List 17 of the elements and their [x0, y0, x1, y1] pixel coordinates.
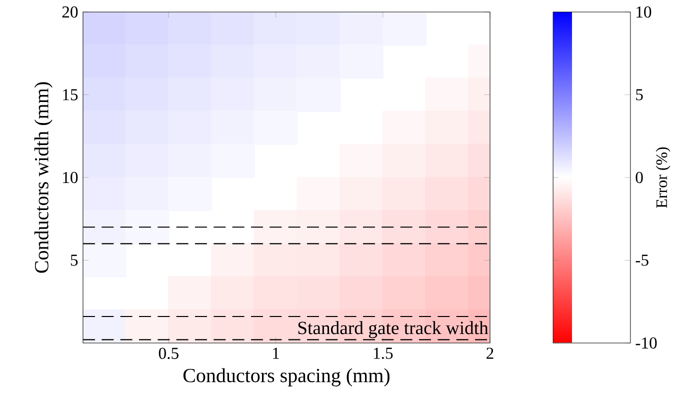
- x-tick-label: 1: [273, 348, 279, 359]
- color-bar-title: Error (%): [656, 147, 670, 208]
- color-bar-label: 0: [636, 172, 643, 184]
- x-tick-label: 0.5: [158, 348, 178, 360]
- color-bar-label: -5: [636, 254, 648, 266]
- color-bar-label: 5: [636, 89, 643, 100]
- x-tick-label: 1.5: [374, 348, 393, 359]
- y-tick-label: 20: [62, 6, 78, 18]
- color-bar-label: -10: [636, 337, 657, 349]
- x-axis-title: Conductors spacing (mm): [183, 368, 390, 386]
- y-tick-label: 10: [63, 172, 78, 184]
- y-tick-label: 15: [63, 89, 78, 100]
- y-tick-label: 5: [70, 254, 78, 266]
- y-axis-title: Conductors width (mm): [34, 82, 52, 273]
- color-bar-label: 10: [636, 6, 652, 18]
- ref-line-label: Standard gate track width: [298, 321, 488, 338]
- x-tick-label: 2: [486, 348, 494, 359]
